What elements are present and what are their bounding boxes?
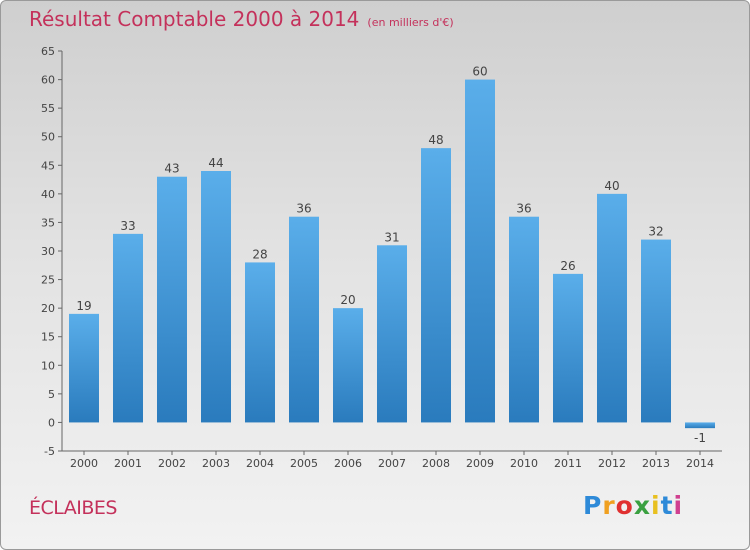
y-tick-label: 20 bbox=[41, 302, 55, 315]
data-label: 44 bbox=[208, 156, 223, 170]
y-tick-label: -5 bbox=[44, 445, 55, 458]
bar bbox=[113, 233, 143, 423]
bar bbox=[245, 262, 275, 423]
data-label: 32 bbox=[648, 225, 663, 239]
x-tick-label: 2012 bbox=[598, 457, 626, 470]
logo-letter: t bbox=[660, 491, 674, 520]
x-tick-label: 2006 bbox=[334, 457, 362, 470]
bar bbox=[597, 193, 627, 423]
x-tick-label: 2011 bbox=[554, 457, 582, 470]
bar bbox=[465, 79, 495, 423]
y-tick-label: 50 bbox=[41, 131, 55, 144]
y-tick-label: 25 bbox=[41, 274, 55, 287]
data-label: 26 bbox=[560, 259, 575, 273]
logo-letter: r bbox=[602, 491, 616, 520]
data-label: 48 bbox=[428, 133, 443, 147]
bar bbox=[377, 245, 407, 423]
x-tick-label: 2004 bbox=[246, 457, 274, 470]
data-label: 31 bbox=[384, 230, 399, 244]
chart-title: Résultat Comptable 2000 à 2014 (en millie… bbox=[29, 7, 454, 31]
x-tick-label: 2003 bbox=[202, 457, 230, 470]
data-label: 20 bbox=[340, 293, 355, 307]
bar bbox=[157, 176, 187, 423]
y-tick-label: 35 bbox=[41, 216, 55, 229]
x-tick-label: 2000 bbox=[70, 457, 98, 470]
y-tick-label: 55 bbox=[41, 102, 55, 115]
bar bbox=[333, 308, 363, 423]
data-label: 28 bbox=[252, 247, 267, 261]
logo-letter: x bbox=[633, 491, 651, 520]
x-tick-label: 2014 bbox=[686, 457, 714, 470]
y-tick-label: 0 bbox=[48, 416, 55, 429]
y-tick-label: 65 bbox=[41, 45, 55, 58]
bar bbox=[641, 239, 671, 423]
x-tick-label: 2007 bbox=[378, 457, 406, 470]
data-label: 43 bbox=[164, 162, 179, 176]
chart-subtitle: (en milliers d'€) bbox=[367, 16, 454, 29]
commune-name: ÉCLAIBES bbox=[29, 497, 118, 519]
y-tick-label: 45 bbox=[41, 159, 55, 172]
x-tick-label: 2005 bbox=[290, 457, 318, 470]
logo-letter: P bbox=[583, 491, 603, 520]
bar bbox=[421, 148, 451, 423]
bar bbox=[685, 422, 715, 429]
chart-title-main: Résultat Comptable 2000 à 2014 bbox=[29, 7, 360, 31]
data-label: 33 bbox=[120, 219, 135, 233]
proxiti-logo: Proxiti bbox=[583, 491, 683, 520]
y-tick-label: 40 bbox=[41, 188, 55, 201]
x-tick-label: 2009 bbox=[466, 457, 494, 470]
logo-letter: i bbox=[673, 491, 684, 520]
y-tick-label: 30 bbox=[41, 245, 55, 258]
logo-letter: o bbox=[615, 491, 634, 520]
data-label: 36 bbox=[516, 202, 531, 216]
y-tick-label: 60 bbox=[41, 74, 55, 87]
bar bbox=[509, 216, 539, 423]
y-tick-label: 5 bbox=[48, 388, 55, 401]
bar bbox=[553, 273, 583, 423]
data-label: -1 bbox=[694, 431, 706, 445]
x-tick-label: 2013 bbox=[642, 457, 670, 470]
logo-letter: i bbox=[651, 491, 661, 520]
bar bbox=[289, 216, 319, 423]
y-tick-label: 10 bbox=[41, 359, 55, 372]
x-tick-label: 2002 bbox=[158, 457, 186, 470]
data-label: 40 bbox=[604, 179, 619, 193]
x-tick-label: 2008 bbox=[422, 457, 450, 470]
data-label: 60 bbox=[472, 65, 487, 79]
y-tick-label: 15 bbox=[41, 331, 55, 344]
x-tick-label: 2001 bbox=[114, 457, 142, 470]
data-label: 36 bbox=[296, 202, 311, 216]
x-tick-label: 2010 bbox=[510, 457, 538, 470]
bar bbox=[201, 171, 231, 423]
data-label: 19 bbox=[76, 299, 91, 313]
bar bbox=[69, 313, 99, 423]
